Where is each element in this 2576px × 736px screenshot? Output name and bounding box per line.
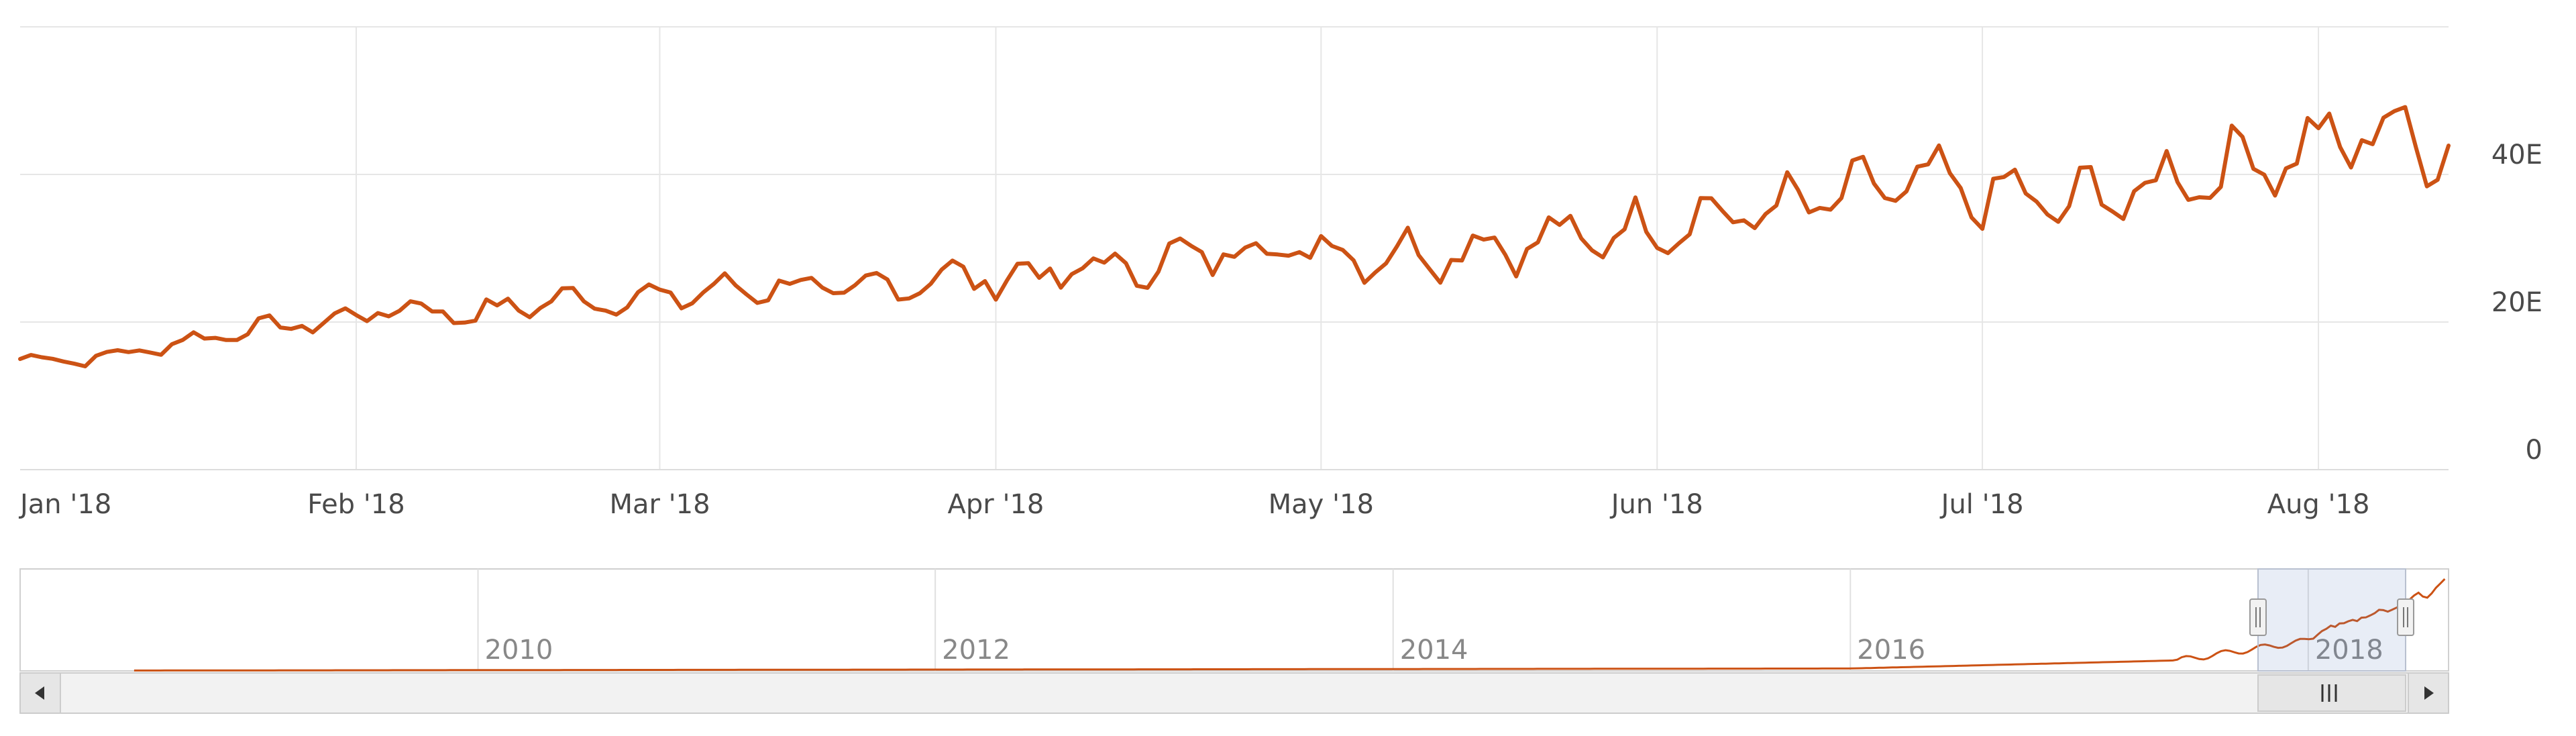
navigator-labels: 2010 2012 2014 2016 2018 xyxy=(477,569,2383,671)
navigator[interactable]: 2010 2012 2014 2016 2018 xyxy=(19,568,2449,672)
navigator-tick-label: 2012 xyxy=(942,635,1010,666)
y-axis-labels: 0 20E 40E xyxy=(2491,140,2542,466)
y-tick-label: 40E xyxy=(2491,140,2542,170)
navigator-series-line xyxy=(133,578,2446,672)
x-axis-labels: Jan '18 Feb '18 Mar '18 Apr '18 May '18 Jun '… xyxy=(18,489,2369,520)
scrollbar-right-button[interactable] xyxy=(2408,672,2449,714)
x-tick-label: May '18 xyxy=(1269,489,1374,520)
navigator-tick-label: 2018 xyxy=(2315,635,2383,666)
x-tick-label: Feb '18 xyxy=(307,489,405,520)
series-line xyxy=(18,105,2451,368)
grid xyxy=(20,26,2449,470)
x-tick-label: Jul '18 xyxy=(1939,489,2024,520)
scrollbar-thumb[interactable] xyxy=(2257,674,2406,712)
scrollbar-left-button[interactable] xyxy=(19,672,61,714)
navigator-tick-label: 2016 xyxy=(1857,635,1925,666)
x-tick-label: Jun '18 xyxy=(1609,489,1703,520)
x-tick-label: Jan '18 xyxy=(18,489,111,520)
navigator-left-handle[interactable] xyxy=(2249,598,2267,636)
scrollbar[interactable] xyxy=(19,672,2449,714)
x-tick-label: Apr '18 xyxy=(948,489,1044,520)
x-tick-label: Mar '18 xyxy=(609,489,710,520)
arrow-left-icon xyxy=(35,686,44,700)
y-tick-label: 20E xyxy=(2491,287,2542,318)
navigator-tick-label: 2010 xyxy=(485,635,553,666)
navigator-frame xyxy=(19,568,2449,672)
navigator-right-handle[interactable] xyxy=(2397,598,2414,636)
x-tick-label: Aug '18 xyxy=(2267,489,2370,520)
scrollbar-track[interactable] xyxy=(19,672,2449,714)
y-tick-label: 0 xyxy=(2526,435,2542,466)
navigator-selection[interactable] xyxy=(2257,568,2406,672)
navigator-tick-label: 2014 xyxy=(1400,635,1468,666)
arrow-right-icon xyxy=(2424,686,2434,700)
